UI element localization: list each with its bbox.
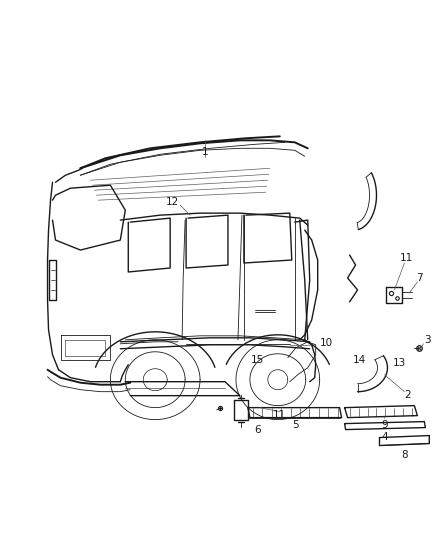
Text: 11: 11 — [273, 410, 286, 419]
Text: 9: 9 — [381, 419, 388, 430]
Text: 12: 12 — [166, 197, 179, 207]
Text: 8: 8 — [401, 449, 408, 459]
Text: 10: 10 — [320, 338, 333, 348]
Text: 15: 15 — [251, 355, 265, 365]
Text: 3: 3 — [424, 335, 431, 345]
Text: 2: 2 — [404, 390, 411, 400]
Text: 4: 4 — [381, 432, 388, 441]
Text: 13: 13 — [393, 358, 406, 368]
Text: 1: 1 — [202, 147, 208, 157]
Text: 5: 5 — [293, 419, 299, 430]
Text: 14: 14 — [353, 355, 366, 365]
Text: 11: 11 — [400, 253, 413, 263]
Text: 6: 6 — [254, 425, 261, 434]
Text: 7: 7 — [416, 273, 423, 283]
